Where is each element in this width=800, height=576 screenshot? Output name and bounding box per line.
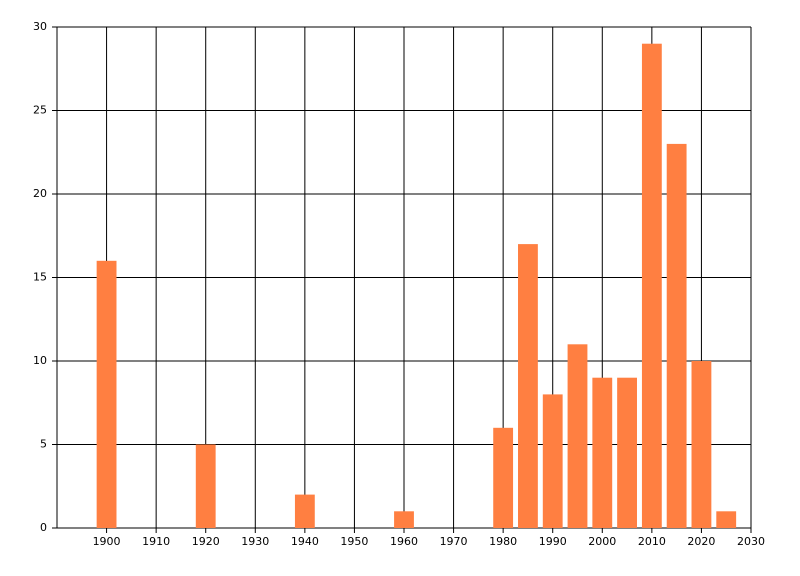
x-tick-label: 1970	[440, 535, 468, 548]
bar	[195, 444, 216, 528]
bar	[666, 143, 687, 528]
bar	[617, 377, 637, 528]
bar	[493, 427, 514, 528]
bar	[96, 260, 117, 528]
bar	[394, 511, 414, 528]
x-tick-label: 1900	[93, 535, 121, 548]
y-tick-label: 5	[40, 438, 47, 451]
x-tick-label: 1940	[291, 535, 319, 548]
x-tick-label: 1980	[489, 535, 517, 548]
x-tick-label: 1910	[142, 535, 170, 548]
y-tick-label: 0	[40, 521, 47, 534]
bar	[542, 394, 563, 528]
y-tick-label: 10	[33, 354, 47, 367]
y-tick-label: 20	[33, 187, 47, 200]
bar	[567, 344, 588, 528]
x-tick-label: 1960	[390, 535, 418, 548]
x-tick-label: 1990	[539, 535, 567, 548]
bar	[592, 377, 613, 528]
x-tick-label: 2030	[737, 535, 765, 548]
bar	[294, 494, 315, 528]
y-tick-label: 15	[33, 271, 47, 284]
x-tick-label: 1950	[340, 535, 368, 548]
x-tick-label: 1920	[192, 535, 220, 548]
bar	[691, 361, 712, 528]
bar	[518, 244, 538, 528]
x-tick-label: 2020	[687, 535, 715, 548]
bar	[716, 511, 737, 528]
x-tick-label: 2010	[638, 535, 666, 548]
y-tick-label: 25	[33, 104, 47, 117]
x-tick-label: 1930	[241, 535, 269, 548]
y-tick-label: 30	[33, 20, 47, 33]
bar	[641, 43, 662, 528]
x-tick-label: 2000	[588, 535, 616, 548]
